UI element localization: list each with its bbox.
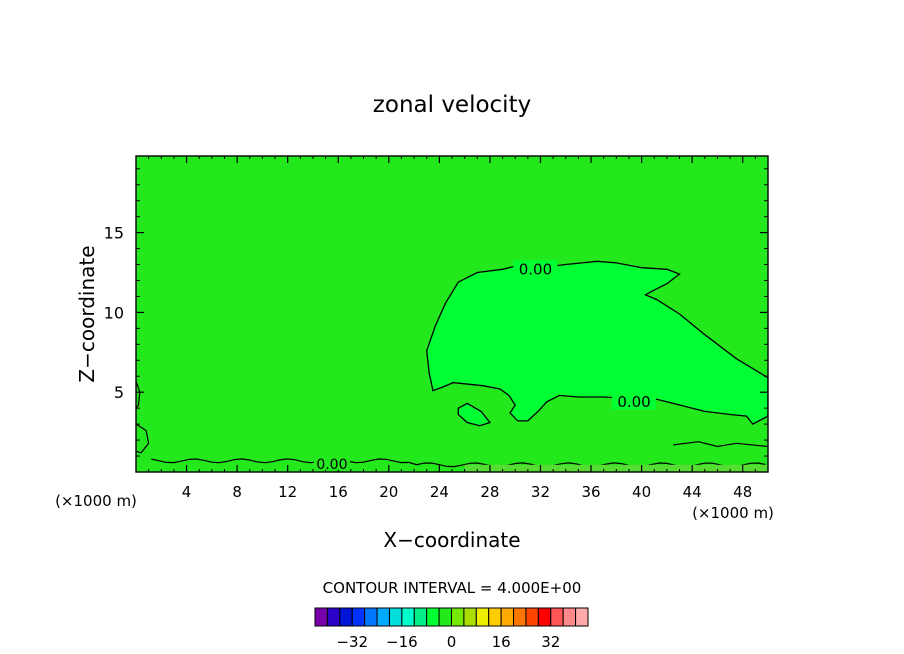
colorbar-swatch (339, 607, 353, 627)
x-tick-label: 24 (430, 483, 449, 501)
contour-label-bg (612, 392, 657, 410)
colorbar-swatch (451, 607, 465, 627)
x-tick-label: 12 (278, 483, 297, 501)
colorbar-swatch (351, 607, 366, 627)
left-edge-contour-upper (136, 380, 141, 409)
y-tick-label: 15 (104, 224, 124, 243)
colorbar-swatch (364, 607, 378, 627)
x-tick-label: 44 (683, 483, 702, 501)
colorbar-swatch (388, 607, 403, 627)
near-surface-contour-label: 0.00 (316, 457, 347, 473)
plot-area (136, 156, 768, 472)
colorbar-swatch (550, 607, 564, 627)
near-surface-band (464, 464, 768, 472)
contour-region-0 (426, 261, 768, 425)
colorbar-tick-label: −32 (336, 633, 368, 651)
x-tick-label: 4 (182, 483, 192, 501)
contour-label-bg (513, 260, 558, 278)
colorbar-tick-label: −16 (386, 633, 418, 651)
colorbar-swatch (562, 607, 577, 627)
colorbar-swatch (426, 607, 440, 627)
contour-label: 0.00 (519, 260, 552, 278)
colorbar-swatch (314, 607, 328, 627)
colorbar-swatch (488, 607, 502, 627)
x-tick-label: 16 (329, 483, 348, 501)
near-surface-contour (151, 458, 766, 468)
x-units-left: (×1000 m) (55, 492, 137, 510)
contour-region-1 (458, 403, 490, 426)
x-tick-label: 32 (531, 483, 550, 501)
colorbar-tick-label: 16 (492, 633, 511, 651)
colorbar-swatch (401, 607, 415, 627)
contour-interval-label: CONTOUR INTERVAL = 4.000E+00 (323, 579, 582, 597)
left-edge-contour (136, 423, 150, 454)
y-tick-label: 5 (114, 383, 124, 402)
colorbar-swatch (463, 607, 477, 627)
colorbar-swatch (575, 607, 589, 627)
colorbar-tick-label: 0 (447, 633, 457, 651)
x-axis-label: X−coordinate (383, 528, 520, 552)
colorbar-swatch (376, 607, 390, 627)
x-tick-label: 28 (480, 483, 499, 501)
colorbar-swatch (537, 607, 552, 627)
x-tick-label: 48 (733, 483, 752, 501)
colorbar: −32 −16 0 16 32 (314, 607, 589, 651)
colorbar-swatch (438, 607, 453, 627)
colorbar-swatch (525, 607, 539, 627)
colorbar-tick-label: 32 (541, 633, 560, 651)
contour-line-1 (457, 402, 491, 427)
colorbar-swatch (413, 607, 428, 627)
colorbar-swatch (500, 607, 515, 627)
x-tick-label: 8 (232, 483, 242, 501)
x-tick-label: 40 (632, 483, 651, 501)
right-low-contour (673, 441, 768, 448)
contour-label-bg (313, 455, 350, 470)
x-units-right: (×1000 m) (692, 504, 774, 522)
contour-label: 0.00 (617, 393, 650, 411)
x-tick-label: 36 (581, 483, 600, 501)
x-tick-label: 20 (379, 483, 398, 501)
y-axis-label: Z−coordinate (75, 245, 99, 382)
chart-title: zonal velocity (373, 92, 531, 118)
y-tick-label: 10 (104, 303, 124, 322)
colorbar-swatch (475, 607, 490, 627)
colorbar-swatch (513, 607, 527, 627)
colorbar-swatch (326, 607, 341, 627)
